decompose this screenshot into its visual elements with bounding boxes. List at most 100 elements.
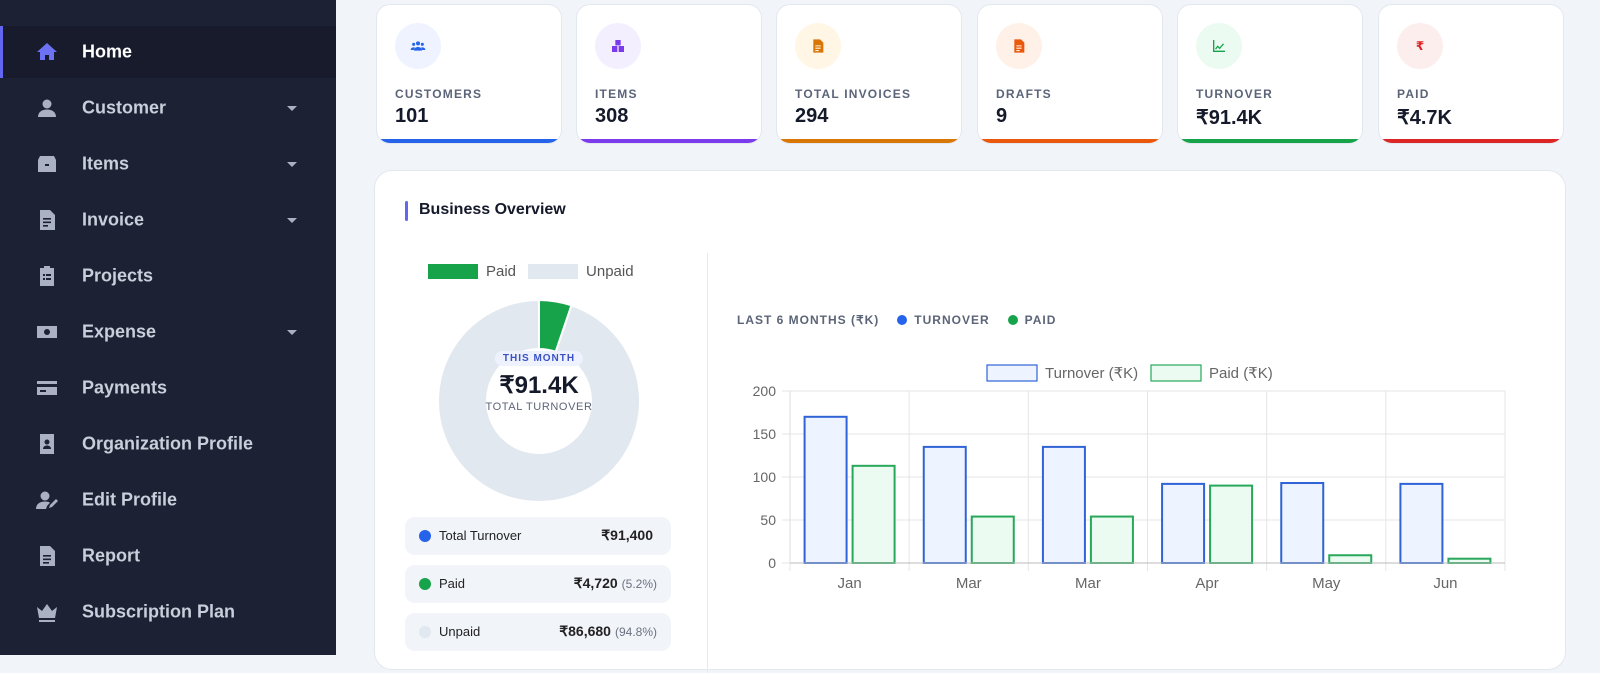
sidebar-item-label: Home xyxy=(82,41,133,62)
summary-row-paid: Paid ₹4,720 (5.2%) xyxy=(405,565,671,603)
bar-paid xyxy=(1209,484,1254,564)
stat-card-turnover[interactable]: TURNOVER ₹91.4K xyxy=(1177,4,1363,144)
sidebar-item-home[interactable]: Home xyxy=(0,26,336,78)
bar-paid xyxy=(1447,557,1492,564)
chevron-down-icon[interactable] xyxy=(287,330,297,335)
summary-amount: ₹86,680 xyxy=(559,623,611,639)
stat-accent-bar xyxy=(978,139,1162,143)
legend-label: Paid (₹K) xyxy=(1209,365,1273,382)
legend-swatch xyxy=(1150,364,1202,382)
bar-paid xyxy=(851,464,896,564)
stat-card-paid[interactable]: ₹ PAID ₹4.7K xyxy=(1378,4,1564,144)
stat-card-drafts[interactable]: DRAFTS 9 xyxy=(977,4,1163,144)
sidebar-item-expense[interactable]: Expense xyxy=(0,306,336,358)
bar-paid xyxy=(1089,515,1134,564)
sidebar-item-projects[interactable]: Projects xyxy=(0,250,336,302)
sidebar-item-customer[interactable]: Customer xyxy=(0,82,336,134)
sidebar-item-report[interactable]: Report xyxy=(0,530,336,582)
sidebar-item-edit-profile[interactable]: Edit Profile xyxy=(0,474,336,526)
sidebar-item-label: Projects xyxy=(82,265,154,286)
sidebar-item-payments[interactable]: Payments xyxy=(0,362,336,414)
summary-value: ₹4,720 (5.2%) xyxy=(574,575,657,592)
chart-header-title: LAST 6 MONTHS (₹K) xyxy=(737,313,880,327)
stat-value: ₹4.7K xyxy=(1397,107,1452,129)
donut-legend: Paid Unpaid xyxy=(428,263,646,280)
sidebar-item-label: Organization Profile xyxy=(82,433,254,454)
legend-swatch-unpaid[interactable] xyxy=(528,264,579,279)
stat-value: 308 xyxy=(595,105,629,127)
sidebar: Home Customer Items Invoice Projects Expense P… xyxy=(0,0,336,655)
stat-label: TOTAL INVOICES xyxy=(795,87,912,101)
summary-amount: ₹91,400 xyxy=(601,527,653,543)
summary-label: Unpaid xyxy=(439,624,481,639)
id-badge-icon xyxy=(34,432,60,456)
chart-header-paid: PAID xyxy=(1024,313,1057,327)
bar-turnover xyxy=(803,415,848,564)
paid-dot xyxy=(1007,315,1018,325)
sidebar-item-label: Payments xyxy=(82,377,168,398)
bar-chart: Turnover (₹K) Paid (₹K) 0 50 100 150 200 Jan Mar… xyxy=(753,364,1506,591)
donut-badge: THIS MONTH xyxy=(494,351,584,366)
sidebar-item-label: Subscription Plan xyxy=(82,601,236,622)
sidebar-item-items[interactable]: Items xyxy=(0,138,336,190)
summary-value: ₹91,400 xyxy=(601,527,657,544)
chevron-down-icon[interactable] xyxy=(287,218,297,223)
legend-swatch-paid[interactable] xyxy=(428,264,478,279)
stat-card-customers[interactable]: CUSTOMERS 101 xyxy=(376,4,562,144)
donut-slice-unpaid[interactable] xyxy=(437,298,641,503)
sidebar-item-subscription-plan[interactable]: Subscription Plan xyxy=(0,586,336,638)
bar-turnover xyxy=(1041,445,1086,564)
stat-label: ITEMS xyxy=(595,87,638,101)
home-icon xyxy=(34,40,60,64)
business-overview-card: Business Overview Paid Unpaid THIS MONTH… xyxy=(374,170,1566,673)
stat-value: ₹91.4K xyxy=(1196,107,1263,129)
stat-value: 9 xyxy=(996,105,1008,127)
summary-row-total-turnover: Total Turnover ₹91,400 xyxy=(405,517,671,555)
x-tick-label: Apr xyxy=(1195,575,1218,591)
sidebar-item-label: Items xyxy=(82,153,130,174)
summary-row-unpaid: Unpaid ₹86,680 (94.8%) xyxy=(405,613,671,651)
summary-label: Paid xyxy=(439,576,466,591)
stat-label: TURNOVER xyxy=(1196,87,1273,101)
bar-paid xyxy=(970,515,1015,564)
summary-percent: (94.8%) xyxy=(614,625,657,639)
donut-sublabel: TOTAL TURNOVER xyxy=(485,401,593,413)
boxes-icon xyxy=(595,23,641,69)
sidebar-item-organization-profile[interactable]: Organization Profile xyxy=(0,418,336,470)
stat-label: DRAFTS xyxy=(996,87,1052,101)
legend-label-paid[interactable]: Paid xyxy=(486,263,517,280)
chevron-down-icon[interactable] xyxy=(287,106,297,111)
chart-header: LAST 6 MONTHS (₹K) TURNOVER PAID xyxy=(737,313,1056,327)
donut-value: ₹91.4K xyxy=(499,372,579,399)
legend-label-unpaid[interactable]: Unpaid xyxy=(586,263,634,280)
y-tick-label: 50 xyxy=(760,512,776,528)
x-tick-label: May xyxy=(1312,575,1341,591)
legend-label: Turnover (₹K) xyxy=(1045,365,1138,382)
summary-dot xyxy=(419,530,431,542)
sidebar-item-label: Expense xyxy=(82,321,157,342)
stat-value: 101 xyxy=(395,105,429,127)
summary-label: Total Turnover xyxy=(439,528,522,543)
stat-card-total-invoices[interactable]: TOTAL INVOICES 294 xyxy=(776,4,962,144)
clipboard-icon xyxy=(34,264,60,288)
donut-svg xyxy=(437,298,641,503)
sidebar-item-invoice[interactable]: Invoice xyxy=(0,194,336,246)
stat-accent-bar xyxy=(577,139,761,143)
main-content: CUSTOMERS 101 ITEMS 308 TOTAL INVOICES 294 DRA… xyxy=(336,0,1600,655)
summary-percent: (5.2%) xyxy=(621,577,657,591)
invoice-icon xyxy=(34,208,60,232)
rupee-icon: ₹ xyxy=(1397,23,1443,69)
x-tick-label: Jan xyxy=(837,575,861,591)
stat-label: PAID xyxy=(1397,87,1430,101)
stat-label: CUSTOMERS xyxy=(395,87,483,101)
y-tick-label: 150 xyxy=(753,426,777,442)
divider xyxy=(707,253,708,673)
chevron-down-icon[interactable] xyxy=(287,162,297,167)
x-tick-label: Jun xyxy=(1433,575,1457,591)
stat-card-items[interactable]: ITEMS 308 xyxy=(576,4,762,144)
stat-value: 294 xyxy=(795,105,829,127)
stat-accent-bar xyxy=(1379,139,1563,143)
section-title: Business Overview xyxy=(405,201,566,221)
summary-amount: ₹4,720 xyxy=(573,575,618,591)
bar-turnover xyxy=(1161,482,1206,564)
